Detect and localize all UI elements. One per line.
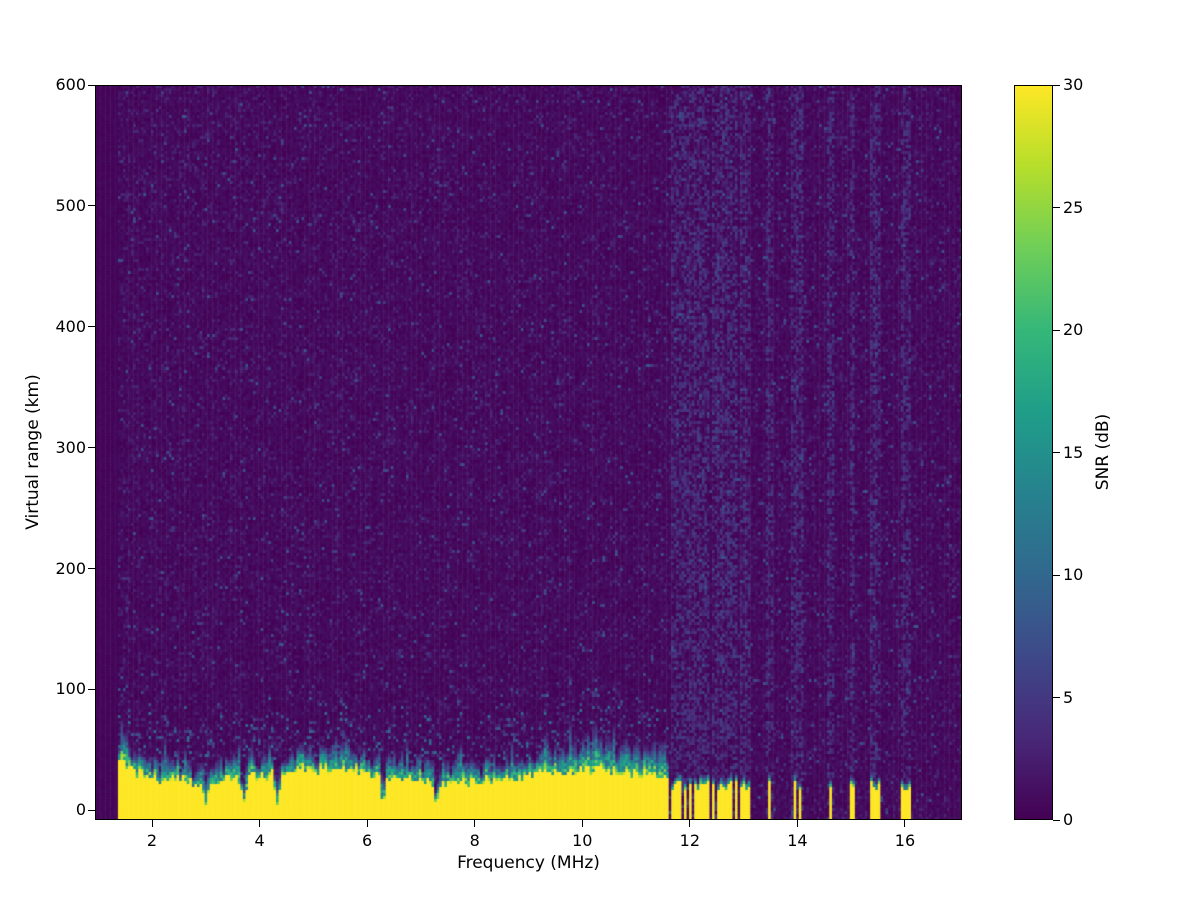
colorbar-tick-label: 0 — [1063, 810, 1074, 829]
x-tick-label: 4 — [254, 831, 265, 850]
tick-mark — [88, 809, 95, 811]
tick-mark — [1053, 574, 1060, 576]
y-tick-label: 0 — [75, 800, 86, 820]
y-tick-label: 300 — [55, 437, 86, 457]
x-tick-label: 12 — [679, 831, 701, 850]
tick-mark — [1053, 697, 1060, 698]
tick-mark — [904, 820, 906, 827]
tick-mark — [88, 447, 95, 449]
y-axis-label: Virtual range (km) — [23, 374, 43, 530]
y-tick-label: 500 — [55, 195, 86, 215]
colorbar-tick-label: 10 — [1063, 565, 1084, 584]
tick-mark — [366, 820, 368, 827]
colorbar-tick-label: 20 — [1063, 320, 1084, 339]
colorbar-tick-label: 5 — [1063, 687, 1074, 707]
tick-mark — [581, 820, 583, 827]
tick-mark — [88, 84, 95, 86]
tick-mark — [1053, 207, 1060, 208]
ionogram-heatmap — [95, 85, 962, 820]
x-tick-label: 10 — [572, 831, 593, 850]
tick-mark — [259, 820, 261, 827]
colorbar — [1014, 85, 1053, 820]
tick-mark — [689, 820, 691, 827]
y-tick-label: 400 — [55, 316, 86, 336]
tick-mark — [88, 568, 95, 570]
tick-mark — [1053, 329, 1060, 331]
x-tick-label: 16 — [894, 831, 916, 850]
x-tick-label: 6 — [362, 831, 373, 850]
colorbar-tick-label: 15 — [1063, 442, 1084, 462]
x-tick-label: 2 — [146, 831, 158, 850]
tick-mark — [88, 205, 95, 207]
colorbar-tick-label: 30 — [1063, 75, 1084, 94]
tick-mark — [474, 820, 476, 827]
colorbar-tick-label: 25 — [1063, 197, 1084, 217]
colorbar-label: SNR (dB) — [1093, 413, 1113, 491]
tick-mark — [1053, 452, 1060, 453]
tick-mark — [88, 688, 95, 690]
y-tick-label: 100 — [55, 679, 86, 699]
tick-mark — [1053, 84, 1060, 86]
tick-mark — [88, 326, 95, 328]
tick-mark — [151, 820, 153, 827]
y-tick-label: 600 — [55, 75, 86, 94]
x-tick-label: 8 — [469, 831, 480, 850]
x-axis-label: Frequency (MHz) — [457, 853, 600, 873]
tick-mark — [1053, 819, 1060, 821]
x-tick-label: 14 — [787, 831, 808, 850]
y-tick-label: 200 — [55, 558, 86, 578]
tick-mark — [796, 820, 798, 827]
